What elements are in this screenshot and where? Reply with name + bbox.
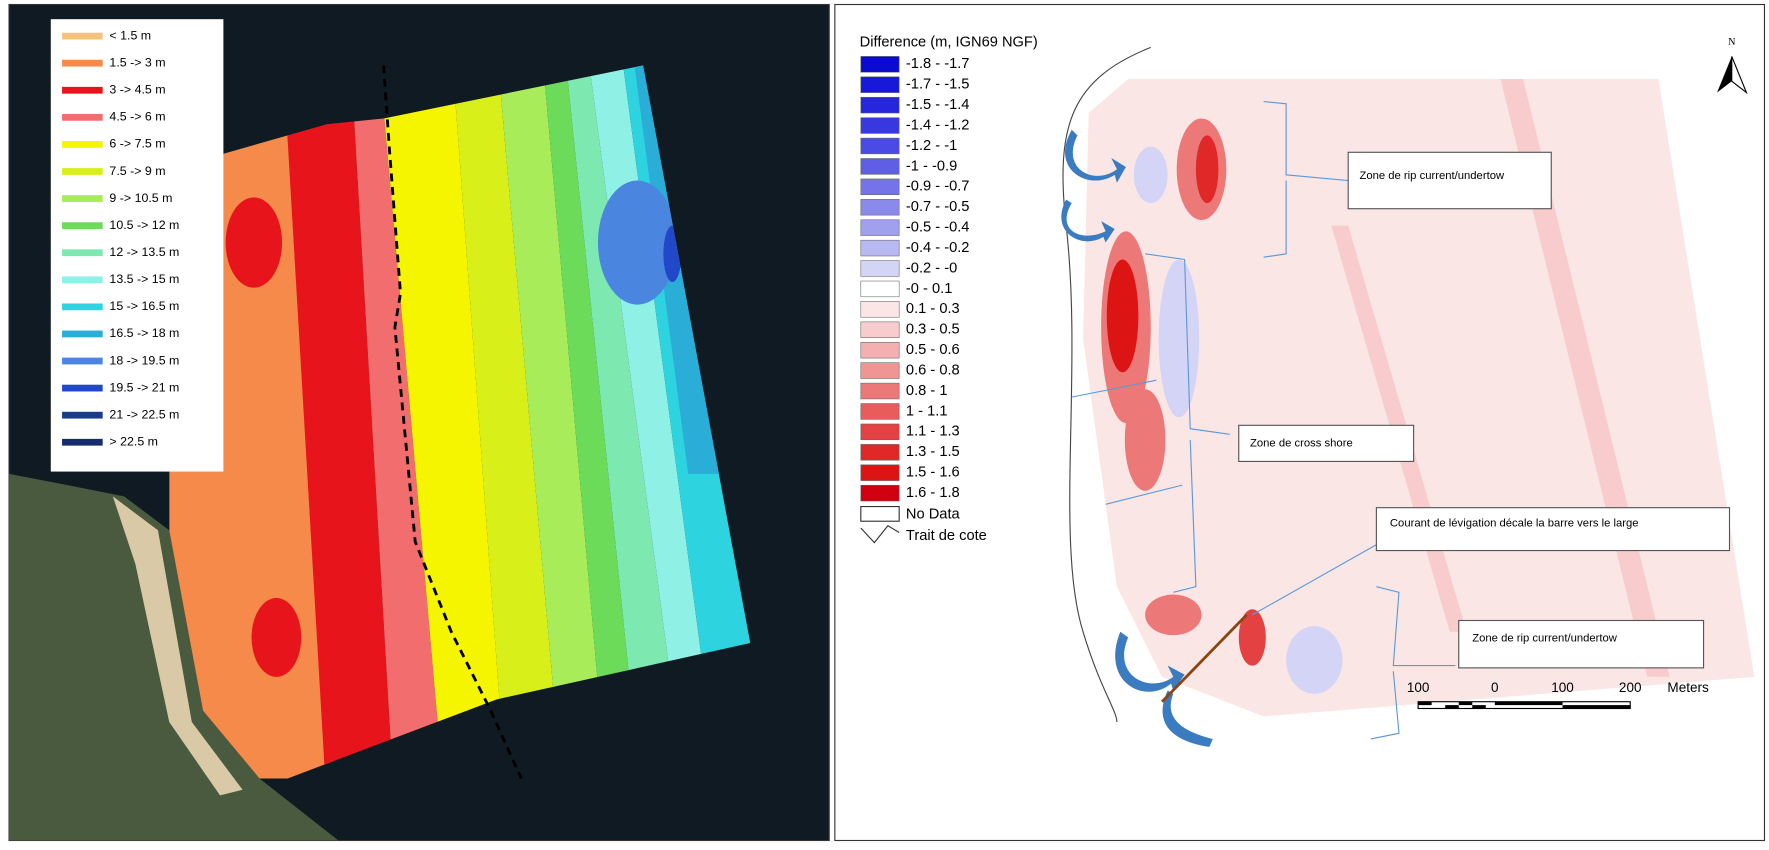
legend-swatch xyxy=(62,195,103,202)
legend-label: 9 -> 10.5 m xyxy=(109,191,172,205)
legend-label: 0.5 - 0.6 xyxy=(906,342,960,358)
legend-label: 19.5 -> 21 m xyxy=(109,380,179,394)
legend-label: -0.9 - -0.7 xyxy=(906,179,970,195)
legend-label: 18 -> 19.5 m xyxy=(109,353,179,367)
legend-label: 1.5 - 1.6 xyxy=(906,465,960,481)
legend-label: 1 - 1.1 xyxy=(906,403,948,419)
legend-swatch xyxy=(62,87,103,94)
legend-label: 0.1 - 0.3 xyxy=(906,301,960,317)
legend-label: 4.5 -> 6 m xyxy=(109,110,165,124)
scale-tick-label: 200 xyxy=(1619,680,1642,695)
annotation: Courant de lévigation décale la barre ve… xyxy=(1390,517,1639,529)
legend-swatch xyxy=(861,424,899,440)
legend-swatch xyxy=(62,168,103,175)
legend-label: 0.8 - 1 xyxy=(906,383,948,399)
annotation: Zone de cross shore xyxy=(1250,437,1353,449)
legend-title: Difference (m, IGN69 NGF) xyxy=(860,35,1038,51)
legend-swatch xyxy=(861,159,899,175)
legend-label: -1.2 - -1 xyxy=(906,138,957,154)
legend-label: -1 - -0.9 xyxy=(906,158,957,174)
legend-swatch xyxy=(62,276,103,283)
legend-swatch xyxy=(62,141,103,148)
legend-label: -0 - 0.1 xyxy=(906,281,952,297)
legend-swatch xyxy=(861,281,899,297)
legend-label: 15 -> 16.5 m xyxy=(109,299,179,313)
legend-swatch xyxy=(861,179,899,195)
legend-swatch xyxy=(861,301,899,317)
scale-unit: Meters xyxy=(1667,680,1709,695)
no-data-swatch xyxy=(861,507,899,522)
legend-label: > 22.5 m xyxy=(109,435,158,449)
legend-swatch xyxy=(62,222,103,229)
legend-swatch xyxy=(861,97,899,113)
legend-swatch xyxy=(62,385,103,392)
legend-label: -0.5 - -0.4 xyxy=(906,220,970,236)
legend-label: -0.4 - -0.2 xyxy=(906,240,970,256)
legend-swatch xyxy=(861,404,899,420)
legend-label: 0.6 - 0.8 xyxy=(906,362,960,378)
legend-swatch xyxy=(62,303,103,310)
legend-swatch xyxy=(861,220,899,236)
scale-bar xyxy=(1418,702,1630,709)
legend-label: 6 -> 7.5 m xyxy=(109,137,165,151)
legend-label: 13.5 -> 15 m xyxy=(109,272,179,286)
legend-swatch xyxy=(62,60,103,67)
legend-swatch xyxy=(861,138,899,154)
legend-label: 12 -> 13.5 m xyxy=(109,245,179,259)
legend-swatch xyxy=(861,383,899,399)
legend-swatch xyxy=(62,331,103,338)
legend-label: 7.5 -> 9 m xyxy=(109,164,165,178)
legend-swatch xyxy=(861,342,899,358)
legend-label: 16.5 -> 18 m xyxy=(109,326,179,340)
legend-label: < 1.5 m xyxy=(109,28,151,42)
north-label: N xyxy=(1728,37,1736,48)
legend-swatch xyxy=(861,465,899,481)
legend-label: 21 -> 22.5 m xyxy=(109,407,179,421)
legend-swatch xyxy=(62,412,103,419)
legend-label: -1.7 - -1.5 xyxy=(906,77,970,93)
annotation: Zone de rip current/undertow xyxy=(1359,170,1505,182)
legend-label: -0.7 - -0.5 xyxy=(906,199,970,215)
legend-swatch xyxy=(861,444,899,460)
annotation: Zone de rip current/undertow xyxy=(1472,633,1618,645)
legend-swatch xyxy=(62,249,103,256)
scale-tick-label: 0 xyxy=(1491,680,1499,695)
legend-swatch xyxy=(861,77,899,93)
legend-swatch xyxy=(861,261,899,277)
no-data-label: No Data xyxy=(906,506,961,522)
legend-swatch xyxy=(62,358,103,365)
legend-swatch xyxy=(861,363,899,379)
legend-swatch xyxy=(62,33,103,40)
legend-label: -1.8 - -1.7 xyxy=(906,56,970,72)
scale-tick-label: 100 xyxy=(1551,680,1574,695)
coastline-label: Trait de cote xyxy=(906,528,987,544)
legend-swatch xyxy=(62,114,103,121)
figure: < 1.5 m 1.5 -> 3 m 3 -> 4.5 m 4.5 -> 6 m 6 -… xyxy=(0,0,1769,845)
legend-label: -0.2 - -0 xyxy=(906,260,957,276)
legend-label: 1.5 -> 3 m xyxy=(109,55,165,69)
legend-swatch xyxy=(861,485,899,501)
legend-swatch xyxy=(861,240,899,256)
legend-swatch xyxy=(861,118,899,134)
legend-swatch xyxy=(861,56,899,72)
legend-swatch xyxy=(62,439,103,446)
scale-tick-label: 100 xyxy=(1407,680,1430,695)
legend-label: 3 -> 4.5 m xyxy=(109,83,165,97)
legend-label: 10.5 -> 12 m xyxy=(109,218,179,232)
legend-label: 0.3 - 0.5 xyxy=(906,322,960,338)
legend-swatch xyxy=(861,322,899,338)
legend-label: 1.1 - 1.3 xyxy=(906,424,960,440)
legend-label: 1.6 - 1.8 xyxy=(906,485,960,501)
legend-label: 1.3 - 1.5 xyxy=(906,444,960,460)
legend-swatch xyxy=(861,199,899,215)
legend-label: -1.5 - -1.4 xyxy=(906,97,970,113)
legend-label: -1.4 - -1.2 xyxy=(906,117,970,133)
